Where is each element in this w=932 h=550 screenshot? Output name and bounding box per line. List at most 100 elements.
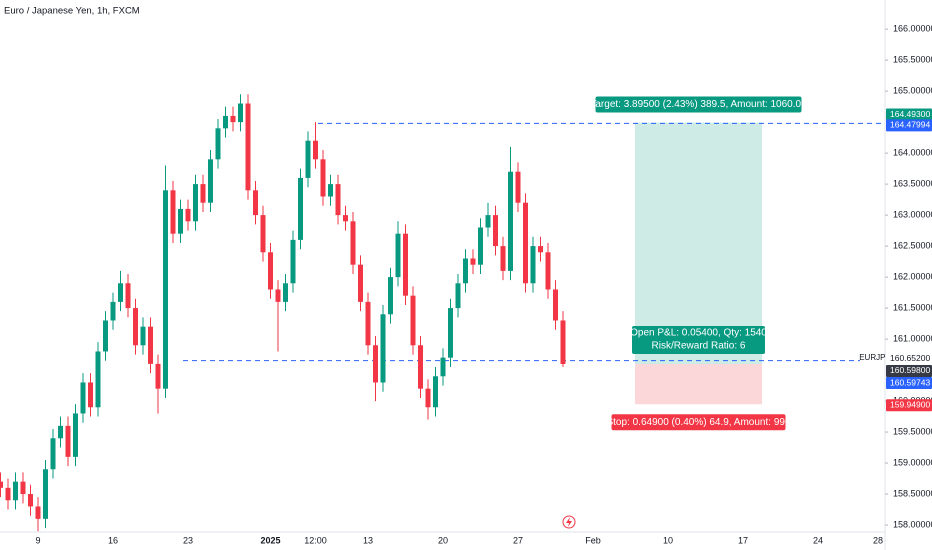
- stop-label-box: [611, 414, 786, 431]
- y-tick-label: 164.00000: [893, 147, 932, 157]
- candle-body: [163, 190, 168, 389]
- y-tick-label: 158.00000: [893, 519, 932, 529]
- price-badge-label: 164.47994: [890, 120, 930, 130]
- x-tick-label: 2025: [260, 535, 280, 545]
- candle-body: [20, 481, 26, 495]
- candle-body: [335, 184, 341, 216]
- candle-body: [388, 277, 393, 315]
- candle-body: [373, 345, 378, 383]
- candle-body: [418, 345, 423, 389]
- candle-body: [493, 215, 498, 247]
- x-tick-label: 23: [183, 535, 193, 545]
- y-tick-label: 165.50000: [893, 55, 932, 65]
- candle-body: [50, 438, 56, 470]
- candle-body: [538, 246, 543, 253]
- candle-body: [485, 215, 491, 228]
- candle-body: [260, 215, 266, 253]
- candle-body: [200, 184, 206, 203]
- candle-body: [515, 171, 521, 203]
- candle-body: [290, 239, 296, 284]
- x-tick-label: 16: [108, 535, 118, 545]
- price-badge: [886, 399, 932, 412]
- price-badge-label: 160.65200: [890, 353, 930, 363]
- candle-body: [80, 382, 86, 414]
- candle-body: [35, 506, 41, 519]
- candle-body: [140, 326, 146, 346]
- y-tick-label: 165.00000: [893, 85, 932, 95]
- candle-body: [148, 326, 153, 364]
- candle-body: [185, 208, 191, 222]
- candle-body: [508, 171, 513, 271]
- candle-body: [305, 140, 311, 178]
- candle-body: [395, 233, 401, 278]
- candle-body: [470, 258, 476, 265]
- candle-body: [5, 487, 11, 501]
- price-badge-label: 159.94900: [890, 399, 930, 409]
- candle-body: [155, 363, 161, 389]
- candle-body: [193, 184, 198, 222]
- candle-body: [118, 283, 123, 302]
- candle-body: [268, 252, 273, 290]
- profit-zone: [635, 122, 762, 364]
- x-tick-label: 28: [873, 535, 883, 545]
- open-pl-label: Open P&L: 0.05400, Qty: 1540: [630, 328, 767, 339]
- candle-body: [448, 308, 453, 358]
- x-tick-label: 12:00: [304, 535, 327, 545]
- candle-body: [73, 413, 78, 457]
- candle-body: [440, 357, 446, 377]
- price-badge: [886, 377, 932, 390]
- candle-body: [110, 301, 116, 321]
- price-badge: [886, 352, 932, 365]
- candle-body: [343, 215, 348, 222]
- open-pl-box: [632, 325, 765, 354]
- y-tick-label: 159.00000: [893, 457, 932, 467]
- candle-body: [350, 221, 356, 265]
- candle-body: [133, 308, 138, 346]
- x-tick-label: 24: [813, 535, 823, 545]
- price-badge: [886, 364, 932, 377]
- candle-body: [283, 283, 288, 302]
- candle-body: [433, 376, 438, 408]
- candle-body: [523, 202, 528, 284]
- candle-body: [545, 252, 551, 290]
- candle-body: [380, 314, 386, 383]
- price-badge-label: 160.59800: [890, 365, 930, 375]
- candle-body: [223, 115, 228, 129]
- event-icon[interactable]: [562, 515, 576, 529]
- target-label: Target: 3.89500 (2.43%) 389.5, Amount: 1…: [590, 99, 807, 110]
- y-tick-label: 163.00000: [893, 209, 932, 219]
- candle-body: [28, 494, 33, 507]
- x-tick-label: Feb: [585, 535, 601, 545]
- candle-body: [425, 388, 431, 408]
- y-tick-label: 162.50000: [893, 240, 932, 250]
- y-tick-label: 159.50000: [893, 426, 932, 436]
- candle-body: [313, 140, 318, 160]
- candle-body: [178, 208, 183, 234]
- candle-body: [560, 320, 566, 364]
- x-tick-label: 9: [35, 535, 40, 545]
- candle-body: [478, 227, 483, 265]
- candle-body: [215, 128, 221, 160]
- target-label-box: [595, 96, 802, 113]
- stop-label: Stop: 0.64900 (0.40%) 64.9, Amount: 990: [606, 417, 790, 428]
- candle-body: [463, 258, 468, 284]
- candle-body: [88, 382, 93, 408]
- candle-body: [275, 289, 281, 302]
- chart-title: Euro / Japanese Yen, 1h, FXCM: [4, 6, 140, 17]
- price-badge: [886, 108, 932, 121]
- rr-label: Risk/Reward Ratio: 6: [652, 341, 746, 352]
- y-tick-label: 162.00000: [893, 271, 932, 281]
- candle-body: [103, 320, 108, 352]
- candle-body: [125, 283, 131, 309]
- candle-body: [65, 425, 71, 457]
- candle-body: [13, 481, 18, 501]
- x-tick-label: 27: [513, 535, 523, 545]
- y-tick-label: 158.50000: [893, 488, 932, 498]
- y-tick-label: 161.00000: [893, 333, 932, 343]
- candle-body: [455, 283, 461, 309]
- price-badge-label: 160.59743: [890, 377, 930, 387]
- event-icon-bolt[interactable]: [566, 517, 572, 527]
- x-tick-label: 10: [663, 535, 673, 545]
- candle-body: [500, 246, 506, 271]
